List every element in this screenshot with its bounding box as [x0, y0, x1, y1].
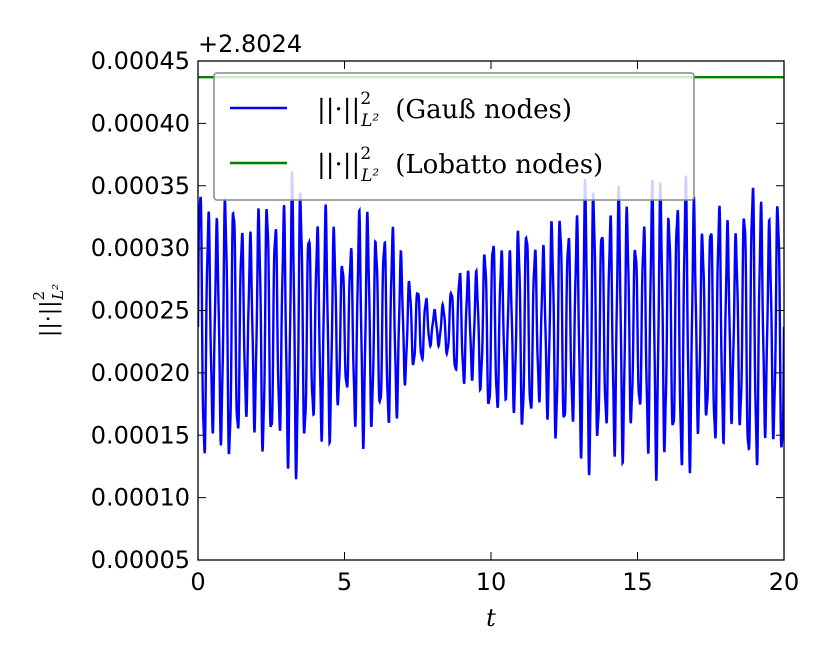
y-tick-label: 0.00030 — [91, 234, 190, 262]
x-tick-label: 5 — [337, 568, 352, 596]
y-tick-label: 0.00020 — [91, 359, 190, 387]
legend-label-0: ||·||2 L² (Gauß nodes) — [317, 89, 572, 131]
legend: ||·||2 L² (Gauß nodes) ||·||2 L² (Lobatto nod… — [213, 72, 695, 201]
y-tick-label: 0.00025 — [91, 297, 190, 325]
x-axis-title: t — [486, 604, 496, 632]
axes: 0 5 10 15 20 0.00005 0.00010 0.00015 0.00020 0.00… — [30, 30, 799, 632]
y-tick-label: 0.00015 — [91, 421, 190, 449]
x-tick-label: 15 — [622, 568, 653, 596]
x-tick-label: 0 — [190, 568, 205, 596]
y-tick-label: 0.00045 — [91, 47, 190, 75]
series-line-0 — [198, 171, 784, 481]
x-tick-label: 20 — [769, 568, 800, 596]
y-tick-label: 0.00035 — [91, 172, 190, 200]
y-tick-label: 0.00005 — [91, 546, 190, 574]
legend-label-1: ||·||2 L² (Lobatto nodes) — [317, 144, 603, 186]
y-offset-label: +2.8024 — [198, 30, 302, 58]
y-axis-title: ||·||2L² — [30, 284, 67, 337]
x-tick-label: 10 — [476, 568, 507, 596]
y-tick-label: 0.00010 — [91, 484, 190, 512]
y-tick-label: 0.00040 — [91, 109, 190, 137]
legend-box — [213, 72, 695, 201]
